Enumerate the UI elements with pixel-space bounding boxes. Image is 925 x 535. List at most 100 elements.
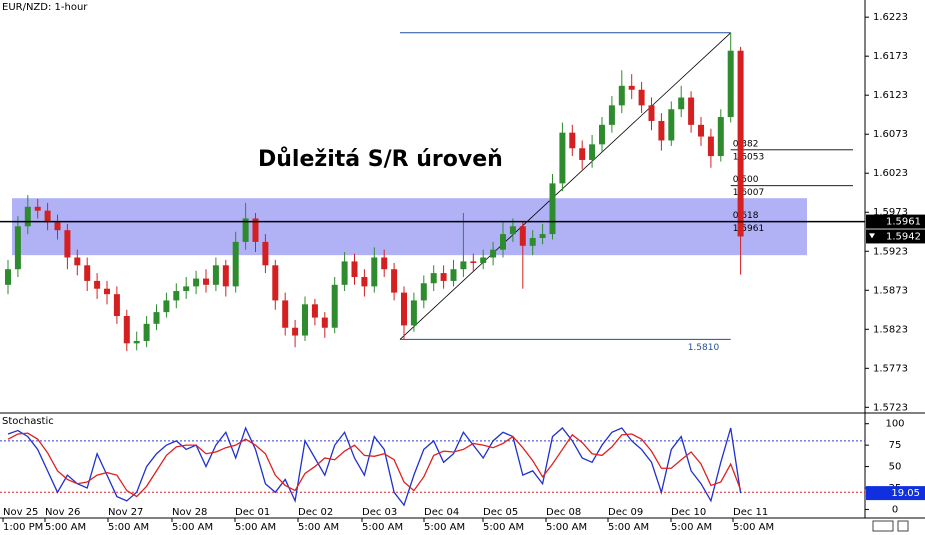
candle-body [242, 218, 249, 242]
candle-body [54, 222, 61, 231]
x-tick-label: 5:00 AM [671, 522, 712, 533]
candle-body [272, 265, 279, 301]
price-label-box [866, 214, 925, 229]
x-tick-label: 5:00 AM [546, 522, 587, 533]
candle-body [311, 304, 318, 318]
candle-body [302, 304, 308, 336]
price-label-box [866, 229, 925, 244]
y-tick-label: 1.5973 [873, 207, 908, 218]
candle-body [401, 292, 407, 326]
candle-body [450, 269, 457, 281]
y-tick-label: 1.6123 [873, 90, 908, 101]
sr-zone [12, 198, 807, 256]
candle-body [608, 105, 615, 125]
candle-body [628, 85, 635, 90]
candle-body [371, 257, 378, 287]
candle-body [569, 132, 576, 149]
candle-body [391, 269, 398, 293]
y-tick-label: 1.5723 [873, 402, 908, 413]
x-tick-label: Dec 05 [483, 507, 518, 518]
x-tick-label: Nov 28 [172, 507, 207, 518]
current-label: 19.05 [891, 488, 920, 499]
candle-body [539, 234, 546, 238]
candle-body [420, 283, 427, 301]
candle-body [579, 148, 586, 160]
fib-ratio-label: 0.618 [733, 211, 759, 221]
icon[interactable] [872, 520, 894, 532]
candle-body [153, 312, 160, 324]
candle-body [282, 300, 289, 328]
candle-body [34, 206, 41, 211]
y-tick-label: 1.5923 [873, 246, 908, 257]
price-label: 1.5961 [886, 217, 921, 228]
candle-body [292, 327, 299, 336]
candle-body [559, 132, 566, 184]
candle-body [500, 234, 506, 250]
candle-body [94, 280, 101, 289]
fib-low-label: 1.5810 [688, 343, 720, 353]
y-tick-label: 1.6223 [873, 12, 908, 23]
candle-body [678, 97, 685, 110]
candle-body [529, 237, 536, 246]
x-tick-label: Nov 27 [108, 507, 143, 518]
candle-body [717, 117, 724, 157]
candle-body [24, 206, 31, 227]
icon[interactable] [897, 520, 909, 532]
candle-body [222, 265, 229, 287]
candle-body [589, 144, 596, 160]
candle-body [123, 316, 130, 344]
y-tick-label: 100 [885, 419, 904, 430]
x-tick-label: 5:00 AM [362, 522, 403, 533]
current-label-box [866, 486, 925, 501]
candle-body [212, 265, 219, 285]
x-tick-label: 5:00 AM [45, 522, 86, 533]
candle-body [490, 249, 497, 258]
y-tick-label: 50 [889, 462, 902, 473]
stochastic-line [7, 432, 742, 498]
x-tick-label: Dec 09 [608, 507, 643, 518]
candle-body [519, 226, 526, 246]
title-bg [0, 0, 88, 13]
candle-body [549, 183, 556, 235]
candle-body [252, 218, 259, 242]
candle-body [203, 278, 209, 285]
fib-ratio-label: 0.500 [733, 175, 759, 185]
candle-body [74, 257, 81, 266]
candle-body [341, 261, 348, 285]
fib-trend-line [399, 32, 731, 340]
x-tick-label: Nov 25 [3, 507, 38, 518]
candle-body [173, 291, 180, 301]
candle-body [143, 323, 150, 341]
x-tick-label: 5:00 AM [235, 522, 276, 533]
candle-body [44, 210, 51, 223]
candle-body [430, 273, 437, 284]
y-tick-label: 1.5773 [873, 363, 908, 374]
x-tick-label: Nov 26 [45, 507, 80, 518]
candle-body [470, 261, 477, 263]
candle-body [193, 278, 200, 287]
candle-body [698, 124, 704, 137]
candle-body [599, 124, 605, 145]
candle-body [331, 284, 338, 328]
candle-body [410, 300, 417, 326]
candle-body [351, 261, 358, 278]
x-tick-label: 5:00 AM [172, 522, 213, 533]
candle-body [668, 109, 675, 141]
candle-body [440, 273, 447, 281]
price-label: 1.5942 [886, 231, 921, 242]
annotation: Důležitá S/R úroveň [258, 147, 503, 172]
x-tick-label: 5:00 AM [733, 522, 774, 533]
x-tick-label: 5:00 AM [483, 522, 524, 533]
fib-ratio-label: 0.382 [733, 139, 759, 149]
candle-body [113, 294, 120, 317]
candle-body [737, 50, 744, 237]
candle-body [104, 288, 110, 295]
candle-body [480, 257, 487, 263]
candle-body [133, 340, 140, 344]
candle-body [64, 230, 71, 258]
x-tick-label: Dec 10 [671, 507, 706, 518]
x-tick-label: Dec 08 [546, 507, 581, 518]
y-tick-label: 1.6173 [873, 51, 908, 62]
x-tick-label: Dec 01 [235, 507, 270, 518]
